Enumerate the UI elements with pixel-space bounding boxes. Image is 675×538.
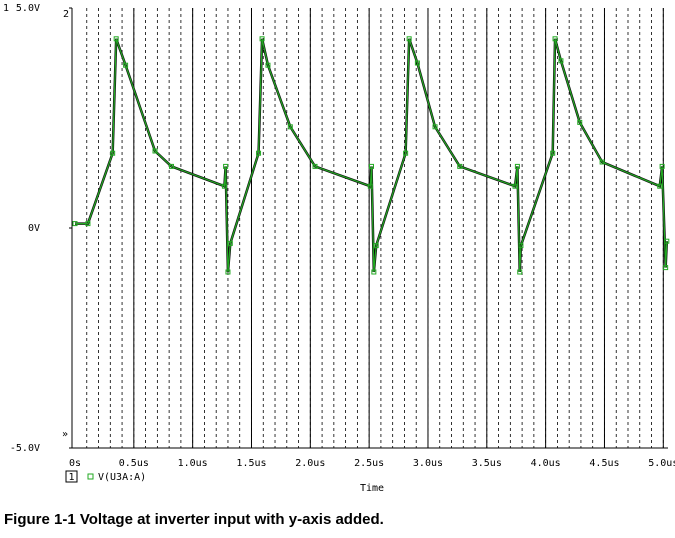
x-tick-label: 3.5us <box>472 458 502 469</box>
point <box>663 265 669 271</box>
y-tick-label: -5.0V <box>10 443 40 454</box>
point <box>657 183 663 189</box>
point <box>406 36 412 42</box>
x-tick-label: 3.0us <box>413 458 443 469</box>
y-tick-label: 0V <box>28 223 40 234</box>
x-tick-label: 2.0us <box>295 458 325 469</box>
point <box>256 150 262 156</box>
point <box>369 163 374 169</box>
point <box>518 243 524 249</box>
point <box>552 36 558 42</box>
point <box>265 62 271 68</box>
axis-number-2: 2 <box>63 9 69 20</box>
point <box>312 163 318 169</box>
point <box>259 36 265 42</box>
point <box>373 243 379 249</box>
point <box>432 124 438 130</box>
point <box>403 150 409 156</box>
legend-label: V(U3A:A) <box>98 472 146 483</box>
x-tick-label: 5.0us <box>648 458 675 469</box>
point <box>367 183 373 189</box>
point <box>72 221 78 227</box>
point <box>110 150 116 156</box>
point <box>577 119 583 125</box>
point <box>414 60 420 66</box>
point <box>514 163 520 169</box>
axis-number: 1 <box>3 3 9 14</box>
trace-shadow <box>75 38 669 273</box>
point <box>599 159 605 165</box>
x-tick-label: 1.5us <box>236 458 266 469</box>
point <box>287 124 293 130</box>
point <box>512 183 518 189</box>
scroll-marker: » <box>62 429 68 440</box>
y-tick-label: 5.0V <box>16 3 40 14</box>
point <box>371 269 377 275</box>
point <box>225 269 231 275</box>
point <box>550 150 556 156</box>
x-tick-label: 0.5us <box>119 458 149 469</box>
legend-marker: 1 <box>68 472 74 483</box>
point <box>113 36 119 42</box>
point <box>123 62 129 68</box>
point <box>152 148 158 154</box>
point <box>558 58 564 64</box>
point <box>221 183 227 189</box>
point <box>517 269 523 275</box>
point <box>85 221 91 227</box>
point <box>457 163 463 169</box>
legend-swatch <box>87 473 94 480</box>
point <box>227 240 233 246</box>
x-tick-label: 1.0us <box>178 458 208 469</box>
x-tick-label: 4.5us <box>589 458 619 469</box>
point <box>223 163 229 169</box>
point <box>659 163 665 169</box>
point <box>664 238 670 244</box>
point <box>168 163 174 169</box>
caption: Figure 1-1 Voltage at inverter input wit… <box>4 511 384 528</box>
x-tick-label: 4.0us <box>531 458 561 469</box>
x-tick-label: 2.5us <box>354 458 384 469</box>
x-axis-label: Time <box>360 483 384 494</box>
legend-box <box>65 470 78 483</box>
x-tick-label: 0s <box>69 458 81 469</box>
series-line <box>75 38 668 273</box>
